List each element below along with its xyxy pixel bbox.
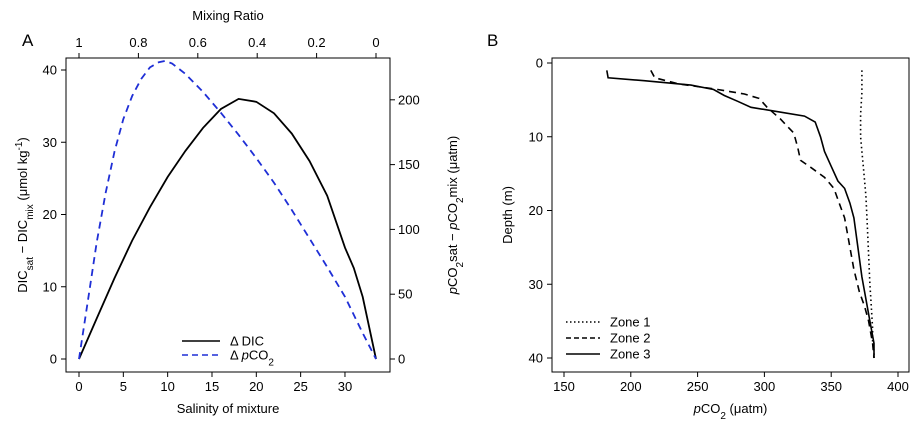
y-right-tick-label-a: 50: [398, 287, 412, 302]
x-tick-label-b: 200: [620, 379, 642, 394]
panel-label-b: B: [487, 31, 498, 50]
series-line-a-1: [78, 59, 377, 360]
y-tick-label-b: 30: [529, 277, 543, 292]
y-tick-label-b: 0: [536, 56, 543, 71]
top-tick-label-a: 0.8: [129, 35, 147, 50]
y-tick-label-b: 40: [529, 351, 543, 366]
legend-label-b-2: Zone 3: [610, 347, 650, 362]
y-axis-label-b: Depth (m): [500, 186, 515, 244]
series-line-b-1: [650, 70, 875, 359]
panel-b: B 150 200 250 300 350 400 pCO2 (μatm) 0 10 20 30 40 D…: [487, 31, 910, 421]
y-left-tick-label-a: 40: [43, 63, 57, 78]
top-tick-label-a: 0: [372, 35, 379, 50]
legend-label-b-1: Zone 2: [610, 331, 650, 346]
top-tick-label-a: 0.4: [248, 35, 266, 50]
x-tick-label-a: 30: [338, 379, 352, 394]
x-tick-label-b: 250: [687, 379, 709, 394]
panel-a: A 0 5 10 15 20 25 30 Salinity of mixture 1 0.8 0.6 0…: [14, 8, 466, 416]
x-tick-label-a: 20: [249, 379, 263, 394]
y-tick-label-b: 10: [529, 129, 543, 144]
legend-label-b-0: Zone 1: [610, 315, 650, 330]
top-tick-label-a: 1: [75, 35, 82, 50]
series-line-a-0: [78, 97, 377, 360]
top-tick-label-a: 0.2: [308, 35, 326, 50]
y-right-tick-label-a: 100: [398, 222, 420, 237]
x-tick-label-a: 10: [160, 379, 174, 394]
plot-frame-b: [551, 57, 910, 373]
series-line-b-0: [859, 70, 875, 358]
x-tick-label-a: 0: [75, 379, 82, 394]
x-tick-label-a: 15: [205, 379, 219, 394]
top-tick-label-a: 0.6: [189, 35, 207, 50]
legend-label-a-0: Δ DIC: [230, 334, 264, 349]
x-tick-label-b: 350: [820, 379, 842, 394]
y-left-tick-label-a: 0: [50, 352, 57, 367]
y-right-tick-label-a: 150: [398, 157, 420, 172]
y-right-tick-label-a: 200: [398, 92, 420, 107]
y-left-tick-label-a: 30: [43, 135, 57, 150]
x-tick-label-b: 150: [553, 379, 575, 394]
legend-label-a-1: Δ pCO2: [230, 348, 274, 369]
y-right-tick-label-a: 0: [398, 352, 405, 367]
y-left-tick-label-a: 10: [43, 279, 57, 294]
y-tick-label-b: 20: [529, 203, 543, 218]
x-tick-label-a: 25: [293, 379, 307, 394]
series-line-b-2: [606, 70, 875, 358]
top-axis-label-a: Mixing Ratio: [192, 8, 264, 23]
x-axis-label-a: Salinity of mixture: [177, 401, 280, 416]
panel-label-a: A: [22, 31, 34, 50]
x-axis-label-b: pCO2 (μatm): [693, 401, 768, 421]
y-left-axis-label-a: DICsat − DICmix (μmol kg-1): [14, 137, 36, 293]
y-left-tick-label-a: 20: [43, 207, 57, 222]
x-tick-label-a: 5: [120, 379, 127, 394]
y-right-axis-label-a: pCO2sat − pCO2mix (μatm): [445, 136, 466, 295]
x-tick-label-b: 300: [754, 379, 776, 394]
x-tick-label-b: 400: [887, 379, 909, 394]
